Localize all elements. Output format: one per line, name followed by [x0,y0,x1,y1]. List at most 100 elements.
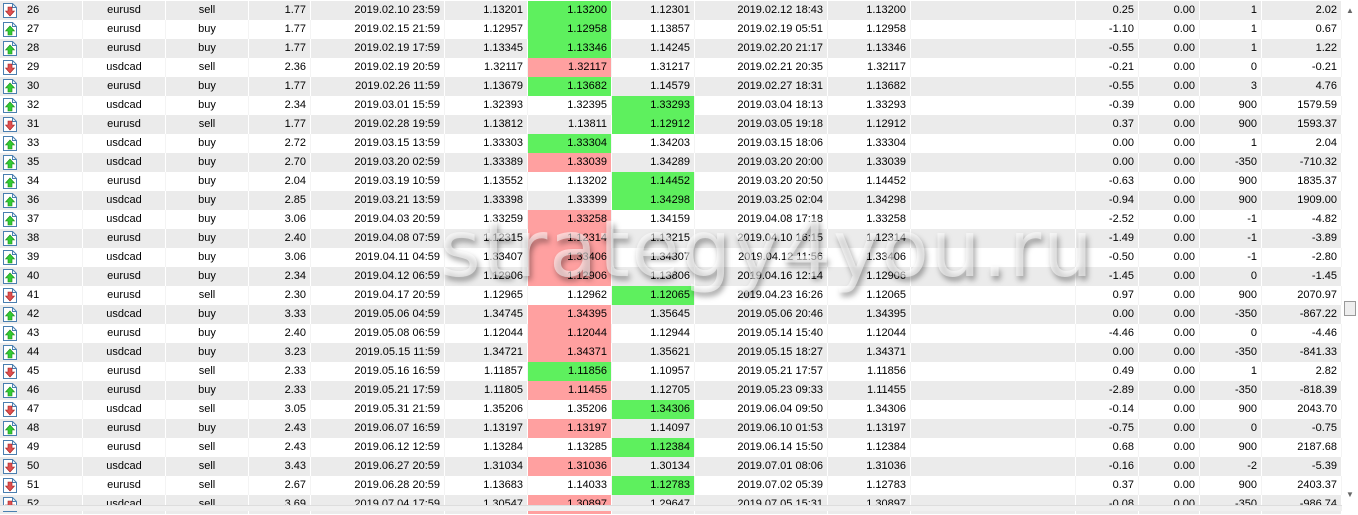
buy-order-icon [3,41,17,56]
cell-n: 43 [20,324,83,343]
cell-close-price: 1.12044 [828,324,911,343]
scroll-down-arrow-icon[interactable]: ▼ [1346,490,1354,499]
horizontal-scrollbar[interactable] [0,505,1342,511]
cell-type: sell [166,400,249,419]
vertical-scrollbar[interactable]: ▲ ▼ [1342,0,1358,510]
cell-type: sell [166,286,249,305]
cell-type: buy [166,153,249,172]
cell-close-price: 1.33293 [828,96,911,115]
cell-open-price: 1.13679 [445,77,528,96]
table-row[interactable]: 44 usdcad buy 3.23 2019.05.15 11:59 1.34721 1.… [0,343,1342,362]
cell-pips: 1 [1200,20,1262,39]
cell-commission: 0.97 [1076,286,1139,305]
cell-open-price: 1.12906 [445,267,528,286]
cell-n: 33 [20,134,83,153]
cell-symbol: usdcad [83,457,166,476]
cell-symbol: eurusd [83,381,166,400]
cell-blank [911,362,1076,381]
table-row[interactable]: 38 eurusd buy 2.40 2019.04.08 07:59 1.12315 1.… [0,229,1342,248]
cell-n: 49 [20,438,83,457]
cell-commission: 0.37 [1076,115,1139,134]
table-row[interactable]: 30 eurusd buy 1.77 2019.02.26 11:59 1.13679 1.… [0,77,1342,96]
cell-profit: -5.39 [1262,457,1342,476]
table-row[interactable]: 51 eurusd sell 2.67 2019.06.28 20:59 1.13683 1… [0,476,1342,495]
cell-pips: 900 [1200,438,1262,457]
cell-open-time: 2019.04.03 20:59 [311,210,445,229]
table-row[interactable]: 29 usdcad sell 2.36 2019.02.19 20:59 1.32117 1… [0,58,1342,77]
cell-n: 41 [20,286,83,305]
table-row[interactable]: 33 usdcad buy 2.72 2019.03.15 13:59 1.33303 1.… [0,134,1342,153]
cell-profit: -4.82 [1262,210,1342,229]
cell-open-price: 1.33407 [445,248,528,267]
table-row[interactable]: 37 usdcad buy 3.06 2019.04.03 20:59 1.33259 1.… [0,210,1342,229]
table-row[interactable]: 32 usdcad buy 2.34 2019.03.01 15:59 1.32393 1.… [0,96,1342,115]
table-row[interactable]: 43 eurusd buy 2.40 2019.05.08 06:59 1.12044 1.… [0,324,1342,343]
cell-symbol: eurusd [83,172,166,191]
cell-close-price: 1.13197 [828,419,911,438]
cell-sl: 1.12958 [528,20,612,39]
cell-blank [911,58,1076,77]
cell-n: 44 [20,343,83,362]
cell-pips: 1 [1200,1,1262,20]
cell-lots: 1.77 [249,115,311,134]
buy-order-icon [3,212,17,227]
table-row[interactable]: 48 eurusd buy 2.43 2019.06.07 16:59 1.13197 1.… [0,419,1342,438]
cell-close-time: 2019.05.23 09:33 [695,381,828,400]
cell-blank [911,419,1076,438]
cell-lots: 2.34 [249,267,311,286]
table-row[interactable]: 28 eurusd buy 1.77 2019.02.19 17:59 1.13345 1.… [0,39,1342,58]
cell-symbol: eurusd [83,115,166,134]
table-row[interactable]: 47 usdcad sell 3.05 2019.05.31 21:59 1.35206 1… [0,400,1342,419]
sell-order-icon [3,117,17,132]
cell-open-time: 2019.04.12 06:59 [311,267,445,286]
cell-open-price: 1.33303 [445,134,528,153]
table-row[interactable]: 40 eurusd buy 2.34 2019.04.12 06:59 1.12906 1.… [0,267,1342,286]
table-row[interactable]: 42 usdcad buy 3.33 2019.05.06 04:59 1.34745 1.… [0,305,1342,324]
cell-close-time: 2019.02.12 18:43 [695,1,828,20]
cell-tp: 1.34289 [612,153,695,172]
scroll-up-arrow-icon[interactable]: ▲ [1346,6,1354,15]
table-row[interactable]: 49 eurusd sell 2.43 2019.06.12 12:59 1.13284 1… [0,438,1342,457]
buy-order-icon [3,383,17,398]
cell-close-price: 1.14452 [828,172,911,191]
cell-profit: -0.75 [1262,419,1342,438]
buy-order-icon [3,136,17,151]
cell-type: buy [166,343,249,362]
cell-pips: 1 [1200,39,1262,58]
scrollbar-thumb[interactable] [1344,301,1356,316]
table-row[interactable]: 31 eurusd sell 1.77 2019.02.28 19:59 1.13812 1… [0,115,1342,134]
sell-order-icon [3,402,17,417]
cell-open-time: 2019.05.08 06:59 [311,324,445,343]
cell-close-time: 2019.04.12 11:56 [695,248,828,267]
cell-open-time: 2019.03.21 13:59 [311,191,445,210]
table-row[interactable]: 34 eurusd buy 2.04 2019.03.19 10:59 1.13552 1.… [0,172,1342,191]
cell-commission: -1.49 [1076,229,1139,248]
cell-type: buy [166,96,249,115]
cell-blank [911,248,1076,267]
table-row[interactable]: 46 eurusd buy 2.33 2019.05.21 17:59 1.11805 1.… [0,381,1342,400]
cell-tp: 1.31217 [612,58,695,77]
cell-tp: 1.35621 [612,343,695,362]
cell-blank [911,1,1076,20]
cell-profit: -867.22 [1262,305,1342,324]
table-row[interactable]: 39 usdcad buy 3.06 2019.04.11 04:59 1.33407 1.… [0,248,1342,267]
buy-order-icon [3,79,17,94]
cell-profit: -4.46 [1262,324,1342,343]
cell-close-time: 2019.02.19 05:51 [695,20,828,39]
table-row[interactable]: 50 usdcad sell 3.43 2019.06.27 20:59 1.31034 1… [0,457,1342,476]
cell-type: sell [166,457,249,476]
cell-open-price: 1.12315 [445,229,528,248]
table-row[interactable]: 41 eurusd sell 2.30 2019.04.17 20:59 1.12965 1… [0,286,1342,305]
cell-tp: 1.14579 [612,77,695,96]
table-row[interactable]: 45 eurusd sell 2.33 2019.05.16 16:59 1.11857 1… [0,362,1342,381]
cell-tp: 1.12705 [612,381,695,400]
cell-sl: 1.13197 [528,419,612,438]
table-row[interactable]: 27 eurusd buy 1.77 2019.02.15 21:59 1.12957 1.… [0,20,1342,39]
table-row[interactable]: 35 usdcad buy 2.70 2019.03.20 02:59 1.33389 1.… [0,153,1342,172]
cell-tp: 1.12384 [612,438,695,457]
table-row[interactable]: 26 eurusd sell 1.77 2019.02.10 23:59 1.13201 1… [0,1,1342,20]
cell-swap: 0.00 [1139,419,1200,438]
cell-pips: 900 [1200,96,1262,115]
cell-type: sell [166,476,249,495]
table-row[interactable]: 36 usdcad buy 2.85 2019.03.21 13:59 1.33398 1.… [0,191,1342,210]
